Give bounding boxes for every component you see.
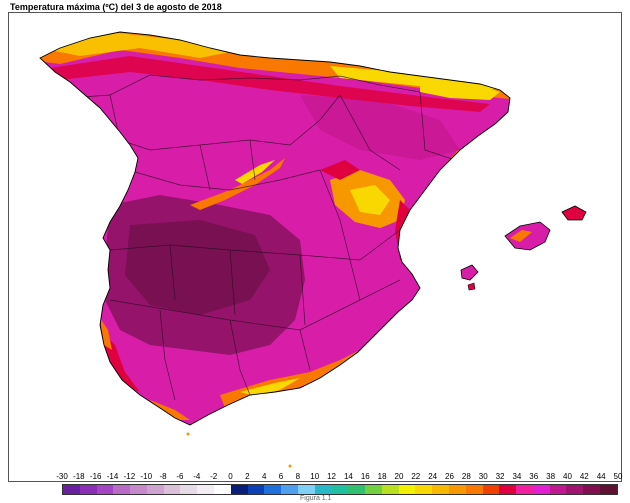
legend-swatch: [532, 485, 550, 494]
legend-tick-label: -16: [89, 472, 102, 481]
legend-swatch: [331, 485, 349, 494]
legend-swatch: [314, 485, 332, 494]
legend-swatch: [566, 485, 584, 494]
legend-tick-label: 50: [613, 472, 623, 481]
legend-swatch: [79, 485, 97, 494]
legend-tick-label: -30: [56, 472, 68, 481]
legend-swatch: [146, 485, 164, 494]
legend-tick-label: -10: [140, 472, 153, 481]
legend-tick-label: -4: [193, 472, 201, 481]
legend-tick-label: 30: [478, 472, 488, 481]
legend-tick-label: 12: [327, 472, 337, 481]
legend-swatch: [130, 485, 147, 494]
legend-swatch: [398, 485, 416, 494]
legend-tick-label: 16: [360, 472, 370, 481]
legend-labels: -30 -18 -16 -14 -12 -10 -8 -6 -4 -2 0 2 4 6 8 10 12 14 16 1…: [56, 472, 622, 483]
legend-swatch: [600, 485, 617, 494]
legend-tick-label: 26: [445, 472, 454, 481]
legend-tick-label: 40: [563, 472, 572, 481]
legend-tick-label: 0: [228, 472, 233, 481]
legend-tick-label: 42: [579, 472, 589, 481]
ibiza-island: [460, 264, 479, 291]
legend-swatch: [583, 485, 600, 494]
legend-tick-label: 38: [546, 472, 556, 481]
legend-swatch: [180, 485, 198, 494]
legend-swatch: [163, 485, 181, 494]
legend-tick-label: 44: [596, 472, 606, 481]
legend-tick-label: 10: [310, 472, 320, 481]
map-title: Temperatura máxima (ºC) del 3 de agosto …: [10, 2, 222, 12]
legend-swatch: [214, 485, 231, 494]
legend-swatch: [297, 485, 315, 494]
legend-tick-label: -12: [123, 472, 136, 481]
legend-tick-label: 2: [245, 472, 250, 481]
legend-tick-label: -8: [159, 472, 167, 481]
legend-swatch: [432, 485, 449, 494]
legend-swatch: [348, 485, 366, 494]
legend-swatch: [63, 485, 80, 494]
legend-tick-label: -6: [176, 472, 184, 481]
legend-tick-label: 24: [428, 472, 438, 481]
legend-tick-label: 32: [495, 472, 505, 481]
legend-tick-label: 28: [461, 472, 471, 481]
small-islets: [186, 432, 292, 468]
legend-swatch: [381, 485, 399, 494]
legend-swatch: [448, 485, 466, 494]
legend-swatch: [465, 485, 483, 494]
legend-swatch: [281, 485, 298, 494]
legend-tick-label: -14: [106, 472, 119, 481]
figure-caption: Figura 1.1: [300, 495, 332, 502]
legend-swatch: [197, 485, 215, 494]
legend-swatch: [482, 485, 500, 494]
legend-tick-label: 14: [343, 472, 353, 481]
legend-tick-label: 4: [261, 472, 267, 481]
legend-swatch: [365, 485, 382, 494]
legend-swatch: [113, 485, 131, 494]
legend-swatch: [516, 485, 533, 494]
legend-tick-label: 36: [529, 472, 539, 481]
legend-tick-label: 6: [278, 472, 284, 481]
legend-color-bar: [62, 484, 618, 495]
color-legend: -30 -18 -16 -14 -12 -10 -8 -6 -4 -2 0 2 4 6 8 10 12 14 16 1…: [56, 472, 622, 498]
legend-tick-label: 20: [394, 472, 404, 481]
legend-tick-label: -18: [73, 472, 85, 481]
legend-tick-label: 22: [411, 472, 421, 481]
peninsula: [39, 31, 511, 426]
legend-swatch: [264, 485, 282, 494]
legend-swatch: [247, 485, 265, 494]
legend-swatch: [549, 485, 567, 494]
legend-swatch: [499, 485, 517, 494]
legend-swatch: [415, 485, 433, 494]
legend-swatch: [96, 485, 114, 494]
menorca-island: [561, 205, 587, 221]
legend-tick-label: -2: [210, 472, 218, 481]
legend-swatch: [230, 485, 248, 494]
legend-tick-label: 8: [295, 472, 301, 481]
legend-tick-label: 34: [512, 472, 522, 481]
legend-tick-label: 18: [377, 472, 387, 481]
mallorca-island: [504, 221, 551, 251]
